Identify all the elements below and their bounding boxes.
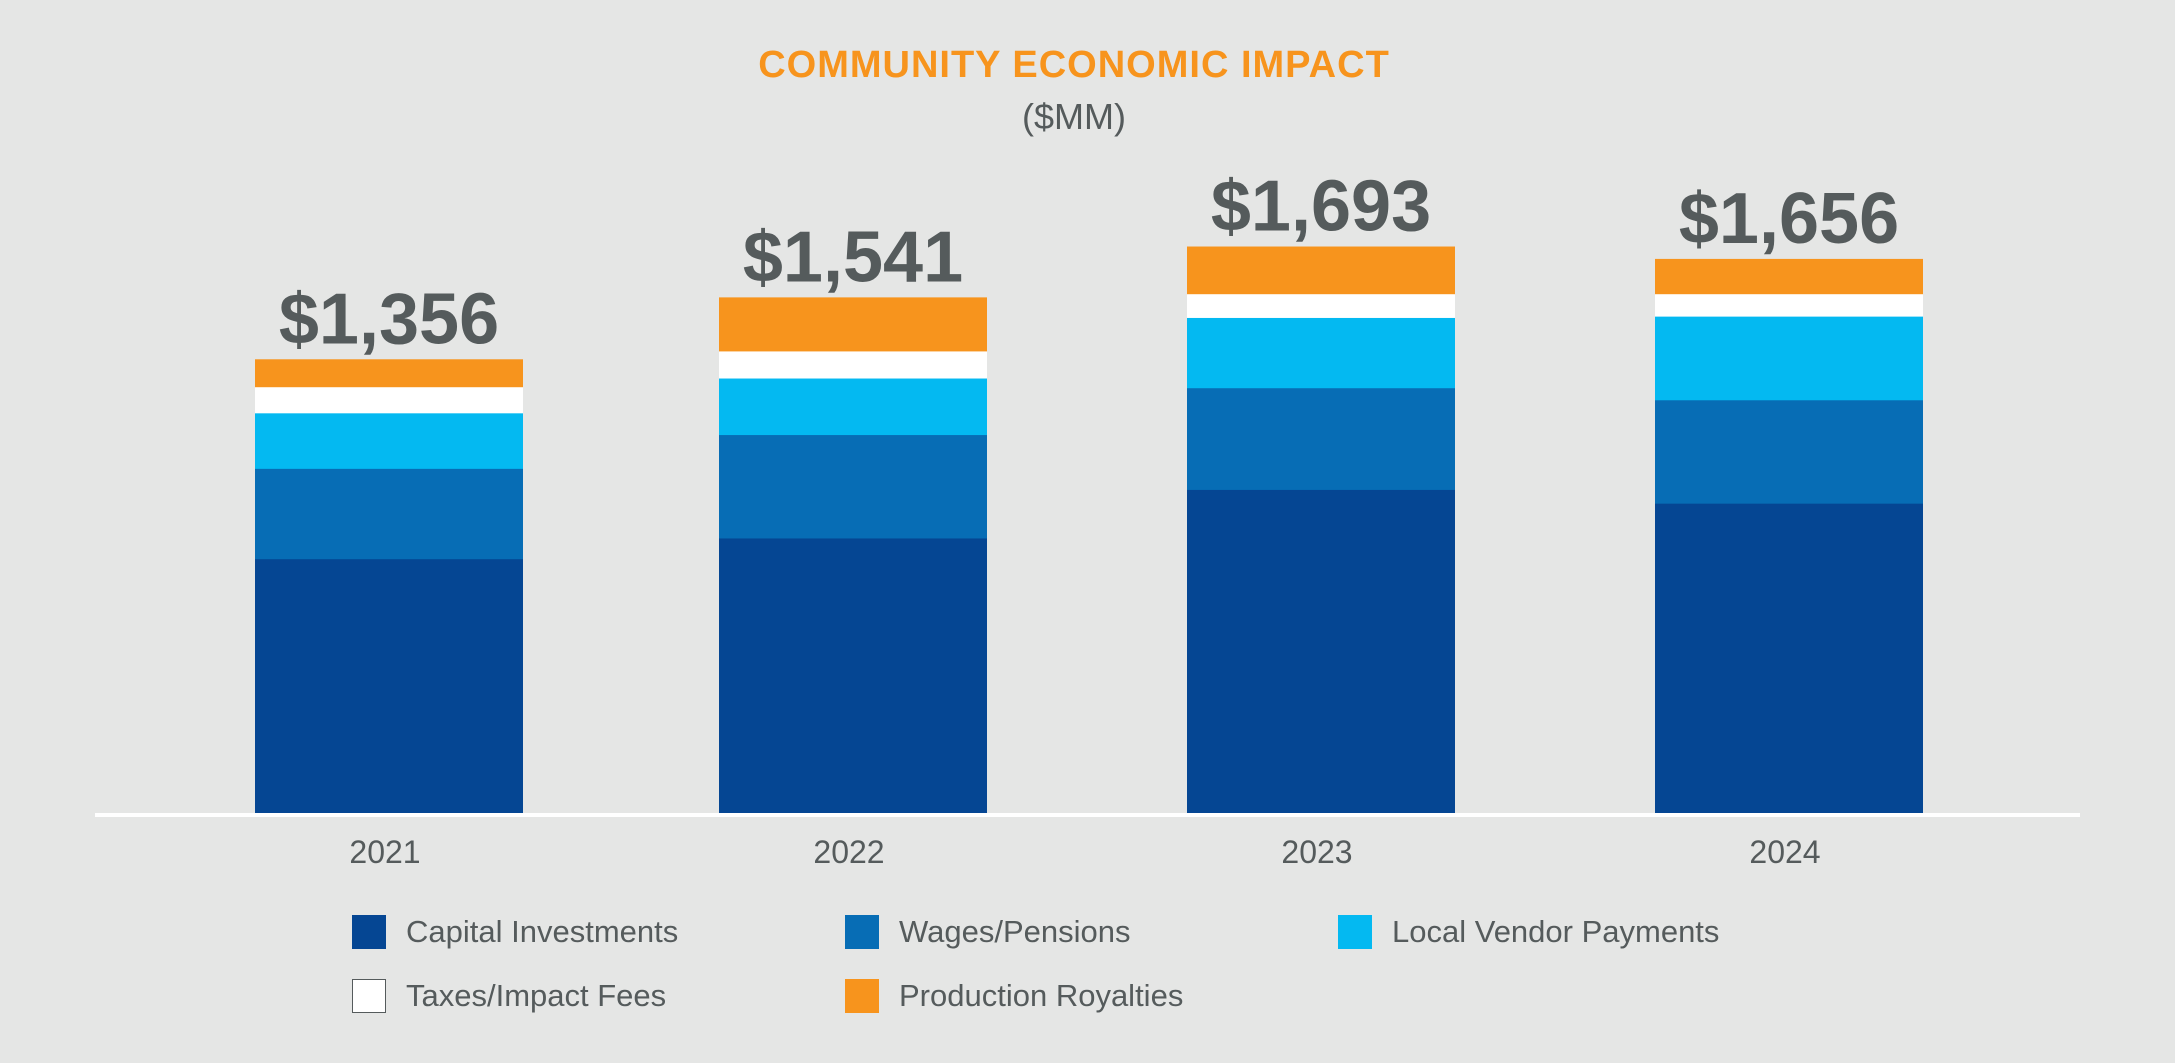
bar-segment-local-vendor-payments-2022 [719, 378, 987, 436]
legend-label: Production Royalties [899, 978, 1184, 1013]
bar-total-label-2021: $1,356 [279, 279, 499, 359]
bar-segment-capital-investments-2022 [719, 537, 987, 814]
bar-segment-local-vendor-payments-2023 [1187, 317, 1455, 389]
x-tick-label-2024: 2024 [1749, 834, 1820, 870]
legend-swatch-local-vendor-payments [1338, 915, 1372, 949]
bars-layer [255, 246, 1923, 814]
bar-segment-wages-pensions-2022 [719, 434, 987, 539]
bar-segment-local-vendor-payments-2021 [255, 412, 523, 469]
chart-subtitle: ($MM) [1022, 96, 1126, 137]
chart-title: COMMUNITY ECONOMIC IMPACT [758, 44, 1390, 86]
x-tick-label-2022: 2022 [813, 834, 884, 870]
bar-segment-local-vendor-payments-2024 [1655, 316, 1923, 401]
x-tick-label-2023: 2023 [1281, 834, 1352, 870]
legend-label: Capital Investments [406, 914, 679, 949]
legend-label: Wages/Pensions [899, 914, 1131, 949]
legend-item-production-royalties: Production Royalties [845, 978, 1338, 1014]
bar-segment-production-royalties-2022 [719, 297, 987, 352]
bar-segment-production-royalties-2021 [255, 359, 523, 388]
bar-total-label-2024: $1,656 [1679, 179, 1899, 259]
bar-segment-capital-investments-2023 [1187, 489, 1455, 814]
bar-segment-taxes-impact-fees-2021 [255, 386, 523, 414]
bar-segment-wages-pensions-2023 [1187, 387, 1455, 490]
legend-label: Taxes/Impact Fees [406, 978, 667, 1013]
bar-segment-taxes-impact-fees-2023 [1187, 293, 1455, 318]
bar-segment-taxes-impact-fees-2024 [1655, 293, 1923, 317]
bar-segment-taxes-impact-fees-2022 [719, 350, 987, 379]
bar-segment-capital-investments-2021 [255, 558, 523, 814]
legend-item-capital-investments: Capital Investments [352, 914, 845, 950]
bar-total-label-2022: $1,541 [743, 217, 963, 297]
bar-total-label-2023: $1,693 [1211, 167, 1431, 247]
legend-swatch-capital-investments [352, 915, 386, 949]
bar-segment-wages-pensions-2024 [1655, 399, 1923, 504]
bar-segment-capital-investments-2024 [1655, 503, 1923, 814]
legend: Capital Investments Wages/Pensions Local… [352, 914, 1852, 1014]
legend-swatch-production-royalties [845, 979, 879, 1013]
bar-segment-production-royalties-2023 [1187, 246, 1455, 295]
legend-item-local-vendor-payments: Local Vendor Payments [1338, 914, 1831, 950]
bar-segment-production-royalties-2024 [1655, 258, 1923, 295]
bar-segment-wages-pensions-2021 [255, 468, 523, 560]
legend-item-wages-pensions: Wages/Pensions [845, 914, 1338, 950]
legend-item-taxes-impact-fees: Taxes/Impact Fees [352, 978, 845, 1014]
legend-label: Local Vendor Payments [1392, 914, 1720, 949]
labels-layer: $1,356 2021 $1,541 2022 $1,693 2023 $1,656 2024 [279, 167, 1899, 870]
legend-swatch-wages-pensions [845, 915, 879, 949]
legend-swatch-taxes-impact-fees [352, 979, 386, 1013]
x-tick-label-2021: 2021 [349, 834, 420, 870]
